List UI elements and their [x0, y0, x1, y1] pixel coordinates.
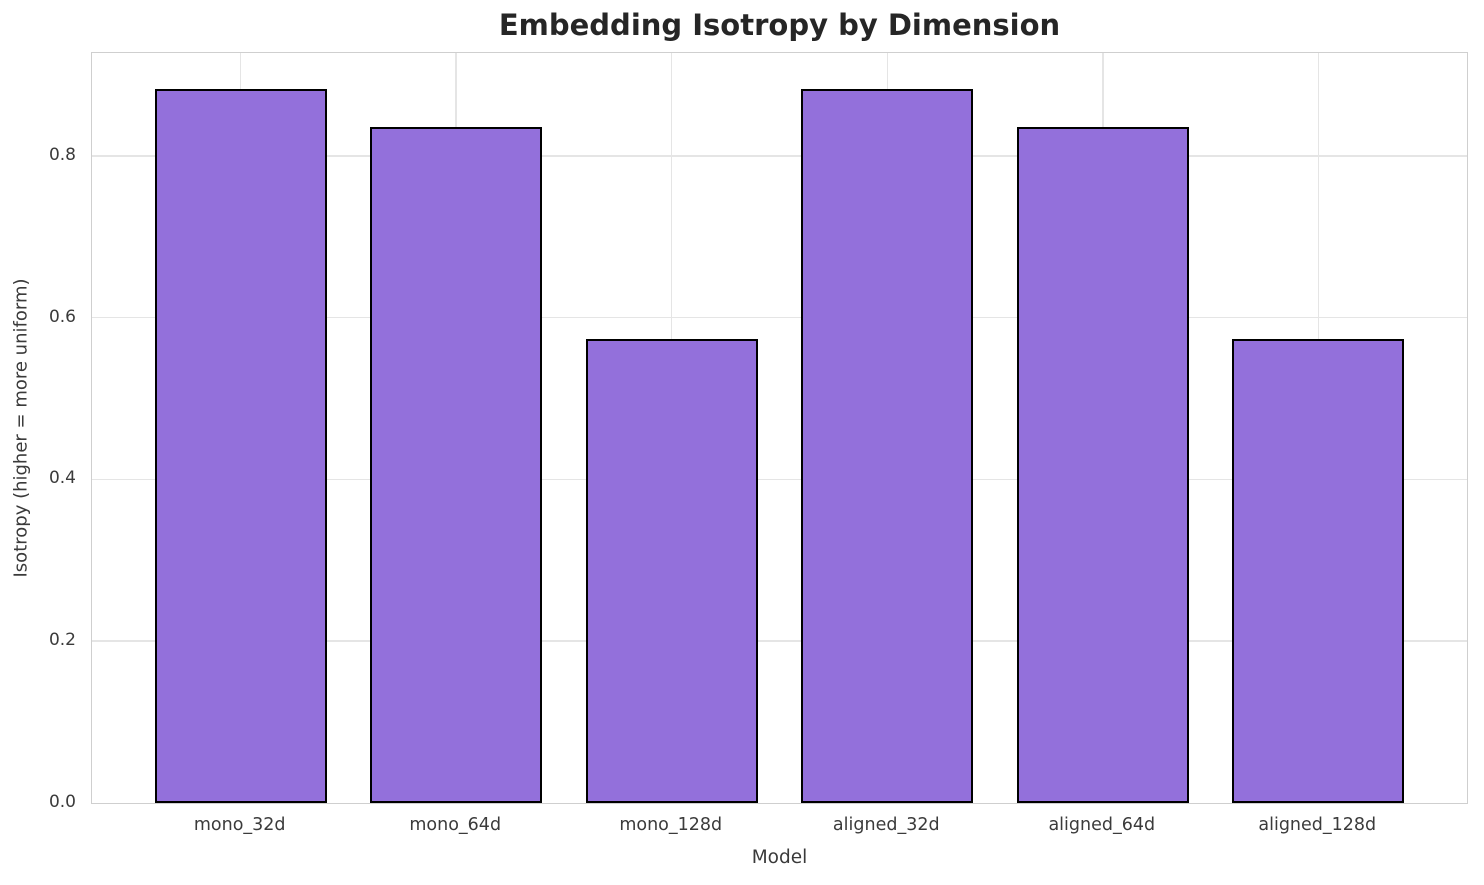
x-tick-label: aligned_32d	[832, 815, 940, 835]
bar	[585, 339, 758, 803]
y-tick-label: 0.4	[48, 468, 76, 489]
chart-title: Embedding Isotropy by Dimension	[498, 8, 1061, 42]
horizontal-gridline	[92, 316, 1467, 319]
plot-area	[91, 52, 1468, 804]
x-tick-label: aligned_128d	[1258, 815, 1377, 835]
horizontal-gridline	[92, 155, 1467, 157]
y-tick-label: 0.2	[48, 630, 76, 651]
x-tick-label: mono_128d	[619, 815, 723, 835]
y-tick-label: 0.0	[48, 792, 76, 812]
x-tick-label: mono_64d	[409, 815, 502, 835]
x-axis-label: Model	[751, 847, 808, 868]
bar	[154, 89, 327, 803]
y-tick-label: 0.6	[48, 306, 76, 327]
bar	[370, 127, 543, 803]
horizontal-gridline	[92, 478, 1467, 481]
bar	[801, 89, 974, 803]
horizontal-gridline	[92, 640, 1467, 642]
x-tick-label: aligned_64d	[1048, 815, 1156, 835]
bar	[1232, 339, 1405, 803]
bar	[1016, 127, 1189, 803]
x-tick-label: mono_32d	[193, 815, 286, 835]
y-tick-label: 0.8	[48, 144, 76, 165]
